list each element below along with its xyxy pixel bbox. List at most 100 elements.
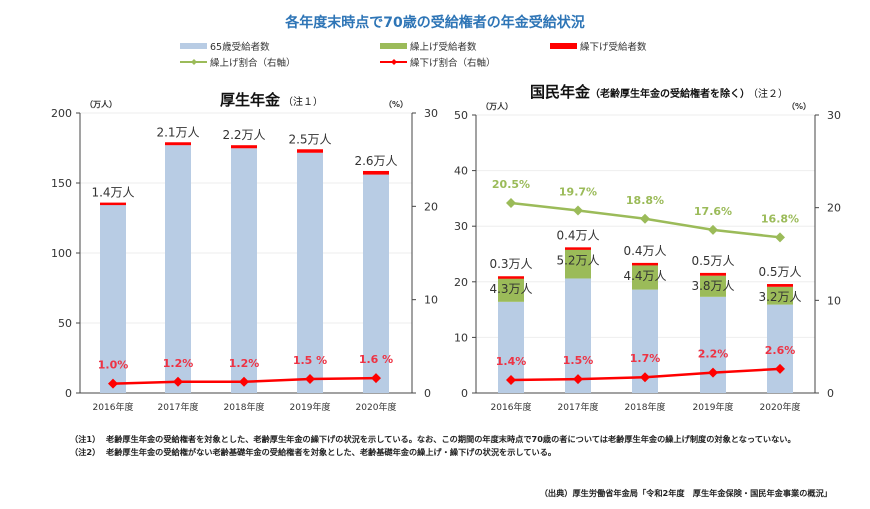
note-1: （注1） 老齢厚生年金の受給権者を対象とした、老齢厚生年金の繰下げの状況を示してい… xyxy=(70,434,796,444)
y-tick-label: 20 xyxy=(454,276,468,289)
series-marker xyxy=(239,376,249,387)
y2-tick-label: 30 xyxy=(827,109,841,122)
bar-segment xyxy=(565,249,591,279)
bar-segment xyxy=(165,142,191,146)
bar-segment xyxy=(700,272,726,276)
y2-tick-label: 10 xyxy=(424,294,438,307)
legend-item: 繰下げ割合（右軸） xyxy=(380,57,496,69)
legend-item: 繰上げ受給者数 xyxy=(380,41,477,53)
bar-segment xyxy=(297,149,323,153)
series-marker xyxy=(506,375,516,386)
series-marker xyxy=(775,363,785,374)
y-tick-label: 100 xyxy=(51,247,72,260)
legend-item: 繰下げ受給者数 xyxy=(550,41,647,53)
y-unit-label: （万人） xyxy=(85,99,117,109)
bar-data-label: 0.5万人 xyxy=(758,265,801,279)
bar-data-label: 0.4万人 xyxy=(623,244,666,258)
bar-data-label: 4.4万人 xyxy=(623,269,666,283)
line-data-label: 1.6 % xyxy=(359,353,393,366)
x-tick-label: 2019年度 xyxy=(290,401,331,413)
x-tick-label: 2018年度 xyxy=(625,401,666,413)
bar-segment xyxy=(165,145,191,393)
chart-title-note: （注１） xyxy=(283,95,323,108)
y2-tick-label: 10 xyxy=(827,294,841,307)
legend-label: 繰上げ割合（右軸） xyxy=(210,57,296,69)
series-marker xyxy=(108,378,118,389)
chart-title: 厚生年金 （注１） xyxy=(220,91,323,109)
legend-label: 繰下げ受給者数 xyxy=(580,41,647,53)
line-data-label: 16.8% xyxy=(761,212,799,225)
y-tick-label: 0 xyxy=(65,387,72,400)
legend-swatch xyxy=(550,43,577,49)
x-tick-label: 2017年度 xyxy=(558,401,599,413)
y-tick-label: 50 xyxy=(58,317,72,330)
series-marker xyxy=(775,232,785,243)
bar-segment xyxy=(100,204,126,393)
bar-segment xyxy=(767,284,793,287)
y2-tick-label: 20 xyxy=(424,200,438,213)
series-marker xyxy=(708,224,718,235)
series-marker xyxy=(640,213,650,224)
chart-title-sub: （老齢厚生年金の受給権者を除く） xyxy=(590,87,750,100)
bar-segment xyxy=(297,152,323,393)
line-data-label: 20.5% xyxy=(492,178,530,191)
line-data-label: 17.6% xyxy=(694,205,732,218)
line-data-label: 1.2% xyxy=(229,357,260,370)
bar-segment xyxy=(363,170,389,175)
series-marker xyxy=(371,373,381,384)
line-data-label: 1.2% xyxy=(163,357,194,370)
bar-data-label: 0.4万人 xyxy=(556,228,599,242)
bar-data-label: 2.5万人 xyxy=(288,132,331,146)
legend-swatch xyxy=(380,43,407,49)
chart-title-note: （注２） xyxy=(753,87,788,100)
bar-data-label: 2.2万人 xyxy=(222,128,265,142)
y2-tick-label: 0 xyxy=(424,387,431,400)
y-tick-label: 0 xyxy=(461,387,468,400)
legend-label: 繰上げ受給者数 xyxy=(410,41,477,53)
x-tick-label: 2016年度 xyxy=(491,401,532,413)
bar-data-label: 3.2万人 xyxy=(758,290,801,304)
line-data-label: 1.5 % xyxy=(293,354,327,367)
y2-unit-label: （%） xyxy=(384,99,408,109)
line-data-label: 2.2% xyxy=(698,348,729,361)
bar-segment xyxy=(565,247,591,250)
chart-title-main: 厚生年金 xyxy=(220,91,281,109)
bar-data-label: 2.6万人 xyxy=(354,154,397,168)
series-marker xyxy=(640,372,650,383)
y-unit-label: （万人） xyxy=(481,101,513,111)
x-tick-label: 2020年度 xyxy=(760,401,801,413)
line-data-label: 2.6% xyxy=(765,344,796,357)
bar-data-label: 3.8万人 xyxy=(691,279,734,293)
y-tick-label: 10 xyxy=(454,331,468,344)
bar-segment xyxy=(565,278,591,393)
line-data-label: 1.5% xyxy=(563,354,594,367)
series-marker xyxy=(305,374,315,384)
y-tick-label: 40 xyxy=(454,165,468,178)
bar-segment xyxy=(100,202,126,206)
x-tick-label: 2017年度 xyxy=(158,401,199,413)
footnotes: （注1） 老齢厚生年金の受給権者を対象とした、老齢厚生年金の繰下げの状況を示してい… xyxy=(70,433,796,459)
y-tick-label: 200 xyxy=(51,107,72,120)
legend-swatch xyxy=(180,43,207,49)
chart-title: 国民年金（老齢厚生年金の受給権者を除く） （注２） xyxy=(530,83,788,101)
bar-segment xyxy=(767,286,793,305)
bar-segment xyxy=(700,296,726,393)
legend-label: 繰下げ割合（右軸） xyxy=(410,57,496,69)
bar-data-label: 1.4万人 xyxy=(91,186,134,200)
series-marker xyxy=(573,205,583,216)
series-marker xyxy=(573,374,583,385)
bar-data-label: 4.3万人 xyxy=(489,282,532,296)
y2-tick-label: 30 xyxy=(424,107,438,120)
x-tick-label: 2019年度 xyxy=(693,401,734,413)
bar-segment xyxy=(767,304,793,393)
chart-kosei-nenkin: 厚生年金 （注１） 0 50 100 150 200 0 10 20 30 （万人） （%） 2016年度… xyxy=(51,91,438,413)
note-2: （注2） 老齢厚生年金の受給権がない老齢基礎年金の受給権者を対象とした、老齢基礎年… xyxy=(70,447,557,457)
bar-data-label: 5.2万人 xyxy=(556,253,599,267)
legend-marker xyxy=(191,59,197,65)
bar-segment xyxy=(231,148,257,393)
x-tick-label: 2016年度 xyxy=(93,401,134,413)
series-marker xyxy=(173,376,183,387)
chart-kokumin-nenkin: 国民年金（老齢厚生年金の受給権者を除く） （注２） 0 10 20 30 40 50 0 10 20… xyxy=(454,83,841,413)
series-marker xyxy=(506,198,516,209)
